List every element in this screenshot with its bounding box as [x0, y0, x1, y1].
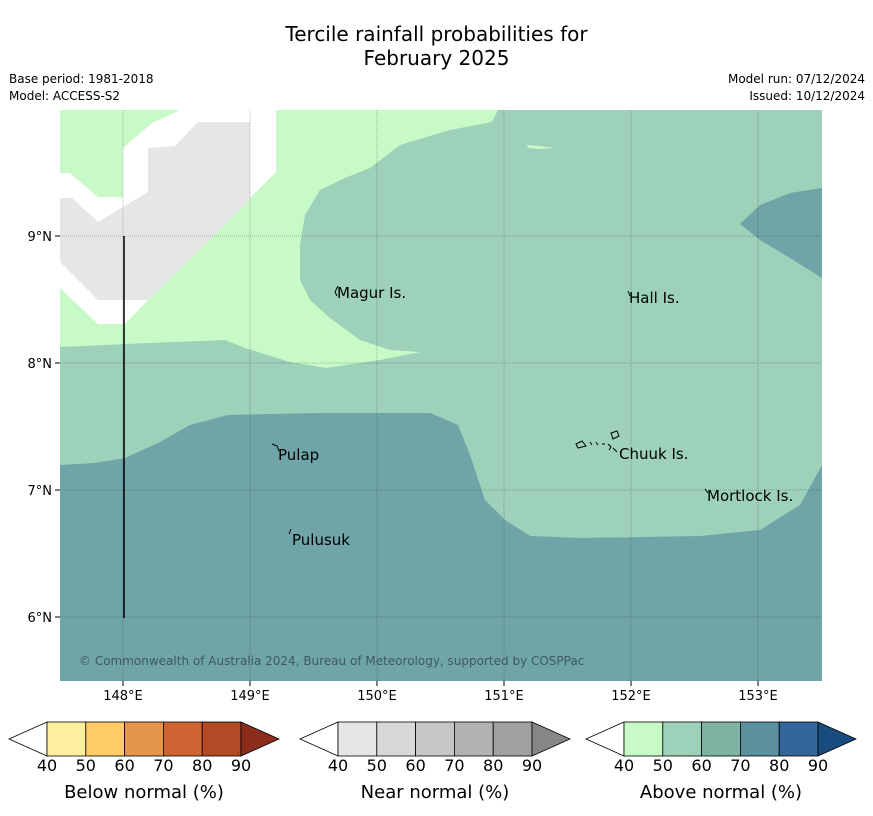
lon-label-153: 153°E	[738, 689, 778, 704]
colorbar-above-tick-40: 40	[614, 756, 634, 775]
colorbar-above-seg-5	[778, 721, 819, 757]
lon-label-151: 151°E	[484, 689, 524, 704]
colorbar-above-tick-60: 60	[691, 756, 711, 775]
lat-label-7: 7°N	[28, 484, 53, 499]
colorbar-near-tick-80: 80	[483, 756, 503, 775]
colorbar-above-seg-3	[701, 721, 741, 757]
label-pulusuk: Pulusuk	[292, 531, 350, 549]
colorbar-near-high-arrow	[531, 721, 571, 757]
colorbar-near-tick-50: 50	[367, 756, 387, 775]
place-labels: Magur Is. Hall Is. Pulap Chuuk Is. Mortl…	[278, 284, 793, 549]
colorbar-below-label: Below normal (%)	[64, 782, 224, 803]
lon-label-150: 150°E	[357, 689, 397, 704]
colorbar-above-seg-2	[662, 721, 702, 757]
colorbar-below-tick-50: 50	[76, 756, 96, 775]
lat-axis: 9°N 8°N 7°N 6°N	[28, 230, 60, 626]
lon-label-152: 152°E	[611, 689, 651, 704]
label-pulap: Pulap	[278, 446, 319, 464]
island-pulusuk	[288, 528, 292, 535]
colorbar-below-seg-5	[201, 721, 242, 757]
colorbar-near-seg-5	[492, 721, 533, 757]
colorbar-below-tick-60: 60	[114, 756, 134, 775]
label-mortlock: Mortlock Is.	[707, 487, 793, 505]
island-hall	[627, 290, 631, 297]
label-hall: Hall Is.	[629, 289, 680, 307]
colorbar-below-seg-4	[162, 721, 203, 757]
colorbar-above-high-arrow	[817, 721, 857, 757]
meta-left: Base period: 1981-2018 Model: ACCESS-S2	[9, 71, 154, 105]
colorbar-below-seg-2	[85, 721, 126, 757]
lon-label-149: 149°E	[230, 689, 270, 704]
island-chuuk-reef	[575, 430, 620, 453]
island-outlines	[271, 285, 709, 535]
model-run: Model run: 07/12/2024	[727, 72, 865, 86]
label-chuuk: Chuuk Is.	[619, 445, 688, 463]
colorbar-above-low-arrow	[585, 721, 625, 757]
lon-label-148: 148°E	[103, 689, 143, 704]
lat-label-8: 8°N	[28, 357, 53, 372]
colorbar-below-tick-80: 80	[192, 756, 212, 775]
lat-label-6: 6°N	[28, 611, 53, 626]
base-period: Base period: 1981-2018	[9, 72, 154, 86]
region-above-70-ne	[740, 188, 822, 278]
colorbar-above-seg-1	[623, 721, 664, 757]
island-pulap	[271, 443, 280, 452]
colorbar-near: 40 50 60 70 80 90 Near normal (%)	[299, 721, 571, 803]
title-line-2: February 2025	[363, 46, 510, 70]
colorbar-above-seg-4	[740, 721, 780, 757]
colorbar-near-seg-4	[453, 721, 494, 757]
colorbar-near-label: Near normal (%)	[361, 782, 510, 803]
region-near-40	[60, 122, 250, 300]
colorbar-below-seg-1	[46, 721, 87, 757]
label-magur: Magur Is.	[337, 284, 406, 302]
colorbar-near-tick-40: 40	[328, 756, 348, 775]
colorbar-above-tick-70: 70	[730, 756, 750, 775]
title-line-1: Tercile rainfall probabilities for	[285, 22, 588, 46]
island-mortlock	[704, 488, 709, 494]
meta-right: Model run: 07/12/2024 Issued: 10/12/2024	[728, 71, 865, 105]
colorbar-above-tick-80: 80	[769, 756, 789, 775]
map-title: Tercile rainfall probabilities for Febru…	[0, 22, 873, 70]
colorbar-above-label: Above normal (%)	[640, 782, 802, 803]
colorbar-below-high-arrow	[240, 721, 280, 757]
copyright-notice: © Commonwealth of Australia 2024, Bureau…	[79, 654, 584, 668]
colorbar-near-seg-2	[376, 721, 416, 757]
colorbar-above-tick-50: 50	[653, 756, 673, 775]
colorbar-below-tick-90: 90	[231, 756, 251, 775]
colorbar-near-seg-1	[337, 721, 378, 757]
issued-date: Issued: 10/12/2024	[749, 89, 865, 103]
colorbar-below-tick-40: 40	[37, 756, 57, 775]
colorbar-near-seg-3	[415, 721, 455, 757]
colorbar-near-tick-60: 60	[405, 756, 425, 775]
probability-field	[60, 110, 822, 681]
colorbar-below-low-arrow	[8, 721, 48, 757]
region-above-40-patch	[527, 145, 555, 149]
colorbar-below-seg-3	[124, 721, 164, 757]
model-name: Model: ACCESS-S2	[9, 89, 121, 103]
lat-label-9: 9°N	[28, 230, 53, 245]
colorbar-above: 40 50 60 70 80 90 Above normal (%)	[585, 721, 857, 803]
colorbar-below-tick-70: 70	[153, 756, 173, 775]
colorbar-near-low-arrow	[299, 721, 339, 757]
grid-lines	[60, 110, 822, 681]
colorbar-near-tick-70: 70	[444, 756, 464, 775]
colorbar-near-tick-90: 90	[522, 756, 542, 775]
lon-axis: 148°E 149°E 150°E 151°E 152°E 153°E	[103, 681, 778, 704]
colorbar-below: 40 50 60 70 80 90 Below normal (%)	[8, 721, 280, 803]
island-magur	[334, 285, 339, 297]
colorbar-above-tick-90: 90	[808, 756, 828, 775]
